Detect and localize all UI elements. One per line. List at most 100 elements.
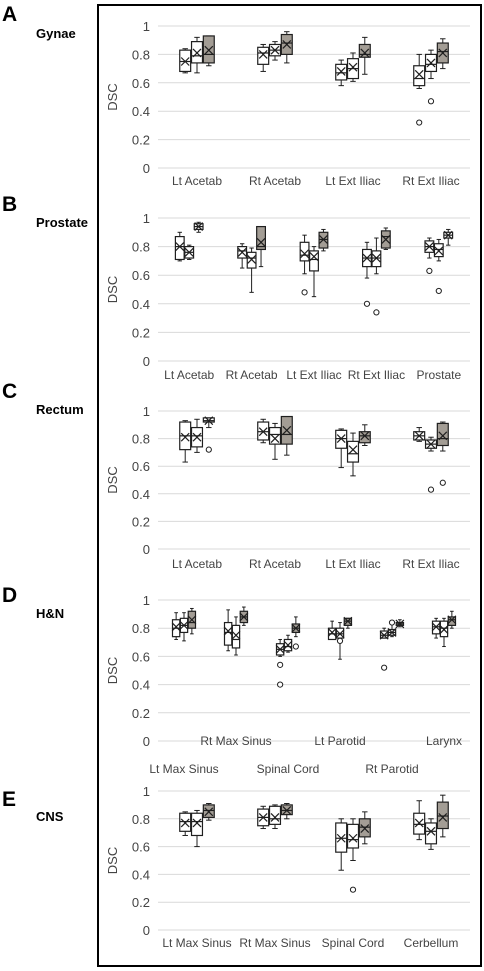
x-category-label: Rt Ext Iliac (348, 368, 405, 382)
y-tick-label: 0.2 (132, 706, 150, 721)
outlier-point (427, 98, 435, 105)
box-body (309, 250, 319, 272)
outlier-point (373, 309, 380, 316)
mean-marker (395, 619, 405, 629)
x-category-label: Spinal Cord (322, 936, 385, 950)
mean-marker (360, 48, 370, 58)
mean-marker (424, 242, 434, 252)
y-tick-label: 0 (143, 734, 150, 749)
mean-marker (184, 247, 194, 257)
outlier-point (349, 886, 357, 893)
y-tick-label: 0.2 (132, 325, 150, 340)
x-category-label: Rt Acetab (249, 557, 301, 571)
outlier-point (301, 289, 308, 296)
panel-letter-b: B (2, 193, 18, 216)
mean-marker (231, 630, 241, 640)
mean-marker (239, 612, 249, 622)
y-axis-label: DSC (105, 657, 120, 684)
x-category-label: Rt Ext Iliac (402, 174, 459, 188)
y-tick-label: 0.4 (132, 867, 150, 882)
panel-group-gynae: Gynae (36, 26, 76, 41)
mean-marker (348, 445, 358, 455)
mean-marker (192, 818, 202, 828)
x-category-label: Rt Ext Iliac (402, 557, 459, 571)
x-category-label: Spinal Cord (257, 762, 320, 776)
y-tick-label: 0.4 (132, 678, 150, 693)
mean-marker (282, 806, 292, 815)
box-body (358, 43, 371, 58)
outlier-point (277, 661, 284, 668)
x-category-label: Rt Parotid (365, 762, 418, 776)
y-tick-label: 0 (143, 354, 150, 369)
box-body (174, 235, 185, 261)
mean-marker (426, 826, 436, 836)
mean-marker (348, 833, 358, 843)
mean-marker (439, 625, 449, 635)
y-axis-label: DSC (105, 847, 120, 874)
x-category-label: Cerbellum (404, 936, 459, 950)
x-category-label: Lt Acetab (172, 174, 222, 188)
y-tick-label: 0.2 (132, 514, 150, 529)
y-tick-label: 0.8 (132, 432, 150, 447)
y-tick-label: 0.4 (132, 104, 150, 119)
y-tick-label: 0.6 (132, 649, 150, 664)
y-tick-label: 0.4 (132, 487, 150, 502)
panel-group-hn: H&N (36, 606, 65, 621)
x-category-label: Rt Acetab (226, 368, 278, 382)
mean-marker (371, 253, 381, 263)
mean-marker (438, 48, 448, 58)
x-category-label: Rt Max Sinus (239, 936, 310, 950)
x-category-label: Lt Ext Iliac (325, 557, 380, 571)
mean-marker (309, 252, 319, 262)
mean-marker (256, 237, 266, 247)
box-body (424, 822, 438, 845)
outlier-point (292, 643, 299, 650)
mean-marker (192, 48, 202, 58)
mean-marker (179, 620, 189, 630)
mean-marker (348, 62, 358, 72)
x-category-label: Lt Max Sinus (162, 936, 231, 950)
box-body (268, 805, 282, 825)
panel-group-cns: CNS (36, 809, 64, 824)
mean-marker (360, 431, 370, 441)
mean-marker (258, 427, 268, 437)
box-body (256, 225, 267, 251)
panel-letter-e: E (2, 788, 17, 811)
y-tick-label: 1 (143, 404, 150, 419)
mean-marker (282, 40, 292, 49)
y-tick-label: 0.8 (132, 47, 150, 62)
mean-marker (447, 615, 457, 625)
mean-marker (414, 431, 424, 441)
mean-marker (336, 434, 346, 444)
x-category-label: Lt Acetab (172, 557, 222, 571)
mean-marker (336, 833, 346, 843)
outlier-point (416, 119, 423, 126)
y-tick-label: 0.8 (132, 240, 150, 255)
y-axis-label: DSC (105, 83, 120, 110)
figure-frame (97, 4, 482, 967)
mean-marker (414, 818, 424, 828)
mean-marker (175, 242, 185, 252)
panel-group-prostate: Prostate (36, 215, 89, 230)
mean-marker (438, 431, 448, 441)
box-body (231, 624, 241, 649)
y-tick-label: 0 (143, 161, 150, 176)
outlier-point (388, 619, 396, 626)
box-body (436, 801, 449, 830)
mean-marker (381, 235, 391, 244)
outlier-point (427, 486, 435, 493)
box-body (299, 241, 310, 262)
box-body (358, 431, 371, 444)
x-category-label: Larynx (426, 734, 462, 748)
mean-marker (270, 45, 280, 55)
mean-marker (443, 230, 453, 240)
x-category-label: Lt Ext Iliac (286, 368, 341, 382)
mean-marker (335, 629, 345, 639)
y-axis-label: DSC (105, 466, 120, 493)
mean-marker (204, 807, 214, 817)
mean-marker (387, 628, 397, 637)
mean-marker (360, 824, 370, 833)
outlier-point (277, 681, 284, 688)
x-category-label: Lt Max Sinus (149, 762, 218, 776)
